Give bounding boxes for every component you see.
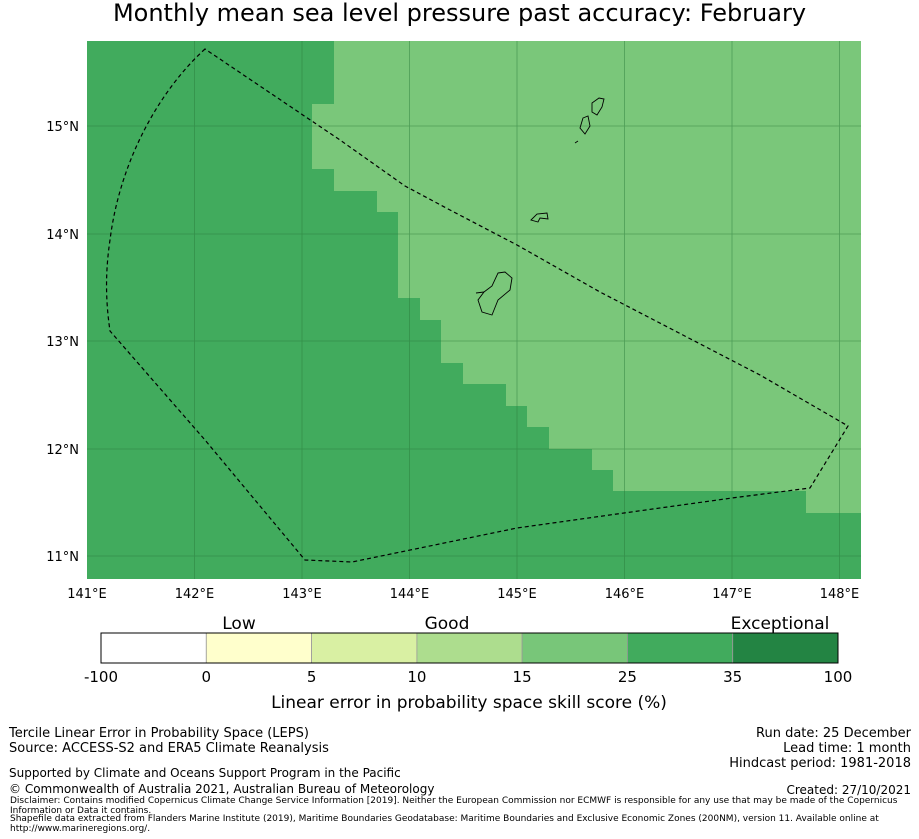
saipan-island-icon xyxy=(591,97,605,116)
colorbar-tick-label: 25 xyxy=(618,668,637,686)
lat-ticks: 15°N 14°N 13°N 12°N 11°N xyxy=(46,120,79,565)
colorbar-segment xyxy=(205,632,313,664)
info-lead-time: Lead time: 1 month xyxy=(783,741,911,756)
info-hindcast: Hindcast period: 1981-2018 xyxy=(729,756,911,771)
eez-boundary xyxy=(105,48,849,563)
lon-tick-label: 143°E xyxy=(282,587,322,602)
colorbar-outline xyxy=(100,632,839,664)
colorbar-segment xyxy=(521,632,628,664)
colorbar-segment xyxy=(627,632,734,664)
disclaimer: Disclaimer: Contains modified Copernicus… xyxy=(10,796,898,816)
islands xyxy=(475,97,605,316)
lon-tick-label: 147°E xyxy=(712,587,752,602)
lon-tick-label: 141°E xyxy=(67,587,107,602)
colorbar-segment xyxy=(416,632,523,664)
info-copyright: © Commonwealth of Australia 2021, Austra… xyxy=(9,782,435,796)
lat-tick-label: 14°N xyxy=(46,228,79,243)
info-supported: Supported by Climate and Oceans Support … xyxy=(9,766,401,780)
rota-island-icon xyxy=(530,212,549,223)
tinian-island-icon xyxy=(579,115,591,135)
colorbar-tick-label: 15 xyxy=(513,668,532,686)
lat-tick-label: 11°N xyxy=(46,550,79,565)
colorbar-tick-label: 35 xyxy=(723,668,742,686)
chart-title: Monthly mean sea level pressure past acc… xyxy=(112,0,807,27)
colorbar-ticks: -100 0 5 10 15 25 35 100 xyxy=(84,668,852,686)
lon-tick-label: 145°E xyxy=(497,587,537,602)
lon-tick-label: 146°E xyxy=(605,587,645,602)
legend-category-good: Good xyxy=(425,614,470,634)
skill-region-upper xyxy=(312,41,861,513)
colorbar-segment xyxy=(100,632,207,664)
info-run-date: Run date: 25 December xyxy=(756,726,911,741)
lat-tick-label: 15°N xyxy=(46,120,79,135)
colorbar-tick-label: 0 xyxy=(202,668,212,686)
colorbar-tick-label: 5 xyxy=(307,668,317,686)
lat-tick-label: 12°N xyxy=(46,443,79,458)
colorbar-segment xyxy=(311,632,418,664)
lon-tick-label: 142°E xyxy=(175,587,215,602)
guam-island-icon xyxy=(477,271,513,316)
guam-outline-icon xyxy=(475,291,485,294)
colorbar-tick-label: 10 xyxy=(407,668,426,686)
lon-tick-label: 144°E xyxy=(390,587,430,602)
colorbar-title: Linear error in probability space skill … xyxy=(271,693,667,713)
colorbar xyxy=(100,632,839,664)
info-source: Source: ACCESS-S2 and ERA5 Climate Reana… xyxy=(9,741,329,756)
lon-ticks: 141°E 142°E 143°E 144°E 145°E 146°E 147°… xyxy=(67,587,859,602)
legend-category-exceptional: Exceptional xyxy=(731,614,830,634)
aguijan-island-icon xyxy=(574,140,579,144)
colorbar-segment xyxy=(732,632,839,664)
shapefile-credit: Shapefile data extracted from Flanders M… xyxy=(10,814,879,834)
legend-category-low: Low xyxy=(222,614,256,634)
gridlines xyxy=(87,41,861,579)
info-created: Created: 27/10/2021 xyxy=(786,783,911,797)
info-leps: Tercile Linear Error in Probability Spac… xyxy=(9,726,309,741)
lon-tick-label: 148°E xyxy=(820,587,860,602)
lat-tick-label: 13°N xyxy=(46,335,79,350)
colorbar-tick-label: -100 xyxy=(84,668,118,686)
colorbar-tick-label: 100 xyxy=(824,668,853,686)
